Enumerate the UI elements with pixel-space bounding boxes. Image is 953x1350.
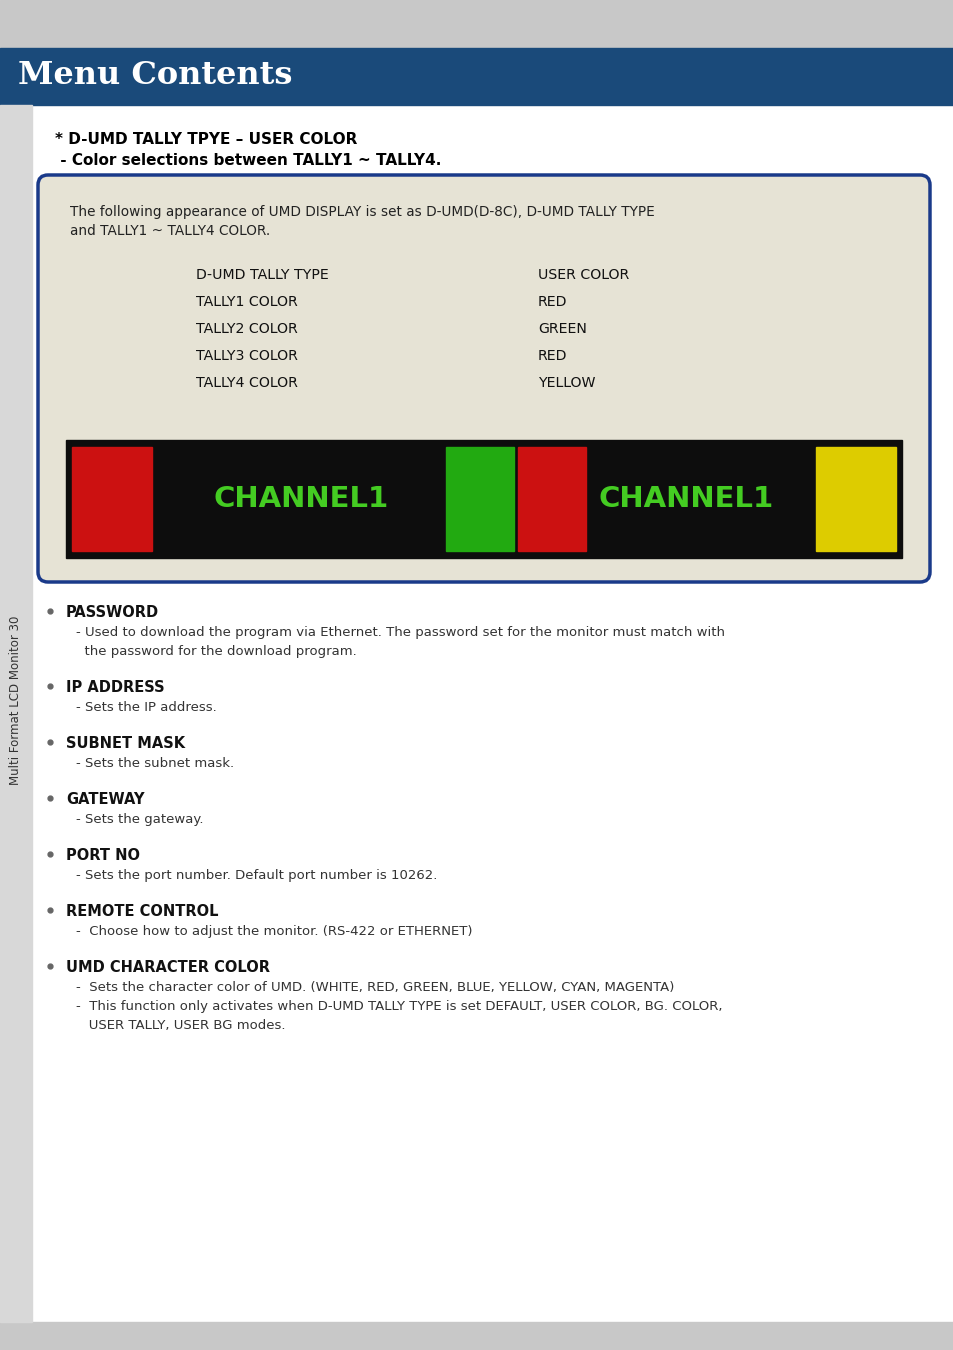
Text: YELLOW: YELLOW xyxy=(537,377,595,390)
Bar xyxy=(0,0,953,49)
Text: USER COLOR: USER COLOR xyxy=(537,269,629,282)
Bar xyxy=(0,49,953,105)
Text: The following appearance of UMD DISPLAY is set as D-UMD(D-8C), D-UMD TALLY TYPE: The following appearance of UMD DISPLAY … xyxy=(70,205,654,219)
Text: - Used to download the program via Ethernet. The password set for the monitor mu: - Used to download the program via Ether… xyxy=(76,626,724,639)
Text: USER TALLY, USER BG modes.: USER TALLY, USER BG modes. xyxy=(76,1019,285,1031)
Text: RED: RED xyxy=(537,296,567,309)
Text: - Color selections between TALLY1 ~ TALLY4.: - Color selections between TALLY1 ~ TALL… xyxy=(55,153,441,167)
Text: - Sets the subnet mask.: - Sets the subnet mask. xyxy=(76,757,233,769)
Text: - Sets the IP address.: - Sets the IP address. xyxy=(76,701,216,714)
Text: and TALLY1 ~ TALLY4 COLOR.: and TALLY1 ~ TALLY4 COLOR. xyxy=(70,224,270,238)
Bar xyxy=(66,440,901,558)
Text: PASSWORD: PASSWORD xyxy=(66,605,159,620)
Text: CHANNEL1: CHANNEL1 xyxy=(213,485,388,513)
Text: the password for the download program.: the password for the download program. xyxy=(76,645,356,657)
Text: D-UMD TALLY TYPE: D-UMD TALLY TYPE xyxy=(195,269,329,282)
Text: PORT NO: PORT NO xyxy=(66,848,140,863)
Text: GREEN: GREEN xyxy=(537,323,586,336)
Text: Menu Contents: Menu Contents xyxy=(18,61,293,92)
Text: * D-UMD TALLY TPYE – USER COLOR: * D-UMD TALLY TPYE – USER COLOR xyxy=(55,132,357,147)
Bar xyxy=(71,447,152,551)
Bar xyxy=(0,105,32,1322)
Text: -  Choose how to adjust the monitor. (RS-422 or ETHERNET): - Choose how to adjust the monitor. (RS-… xyxy=(76,925,472,938)
Bar xyxy=(0,1322,953,1350)
Text: - Sets the port number. Default port number is 10262.: - Sets the port number. Default port num… xyxy=(76,869,436,882)
Text: -  Sets the character color of UMD. (WHITE, RED, GREEN, BLUE, YELLOW, CYAN, MAGE: - Sets the character color of UMD. (WHIT… xyxy=(76,981,674,994)
Bar xyxy=(446,447,514,551)
FancyBboxPatch shape xyxy=(38,176,929,582)
Text: IP ADDRESS: IP ADDRESS xyxy=(66,680,165,695)
Text: TALLY1 COLOR: TALLY1 COLOR xyxy=(195,296,297,309)
Bar xyxy=(815,447,895,551)
Text: SUBNET MASK: SUBNET MASK xyxy=(66,736,185,751)
Text: -  This function only activates when D-UMD TALLY TYPE is set DEFAULT, USER COLOR: - This function only activates when D-UM… xyxy=(76,1000,721,1012)
Text: CHANNEL1: CHANNEL1 xyxy=(598,485,773,513)
Text: GATEWAY: GATEWAY xyxy=(66,792,144,807)
Text: TALLY3 COLOR: TALLY3 COLOR xyxy=(195,350,297,363)
Text: UMD CHARACTER COLOR: UMD CHARACTER COLOR xyxy=(66,960,270,975)
Text: REMOTE CONTROL: REMOTE CONTROL xyxy=(66,904,218,919)
Text: TALLY4 COLOR: TALLY4 COLOR xyxy=(195,377,297,390)
Text: Multi Format LCD Monitor 30: Multi Format LCD Monitor 30 xyxy=(10,616,23,784)
Text: TALLY2 COLOR: TALLY2 COLOR xyxy=(195,323,297,336)
Bar xyxy=(517,447,585,551)
Text: RED: RED xyxy=(537,350,567,363)
Text: - Sets the gateway.: - Sets the gateway. xyxy=(76,813,203,826)
